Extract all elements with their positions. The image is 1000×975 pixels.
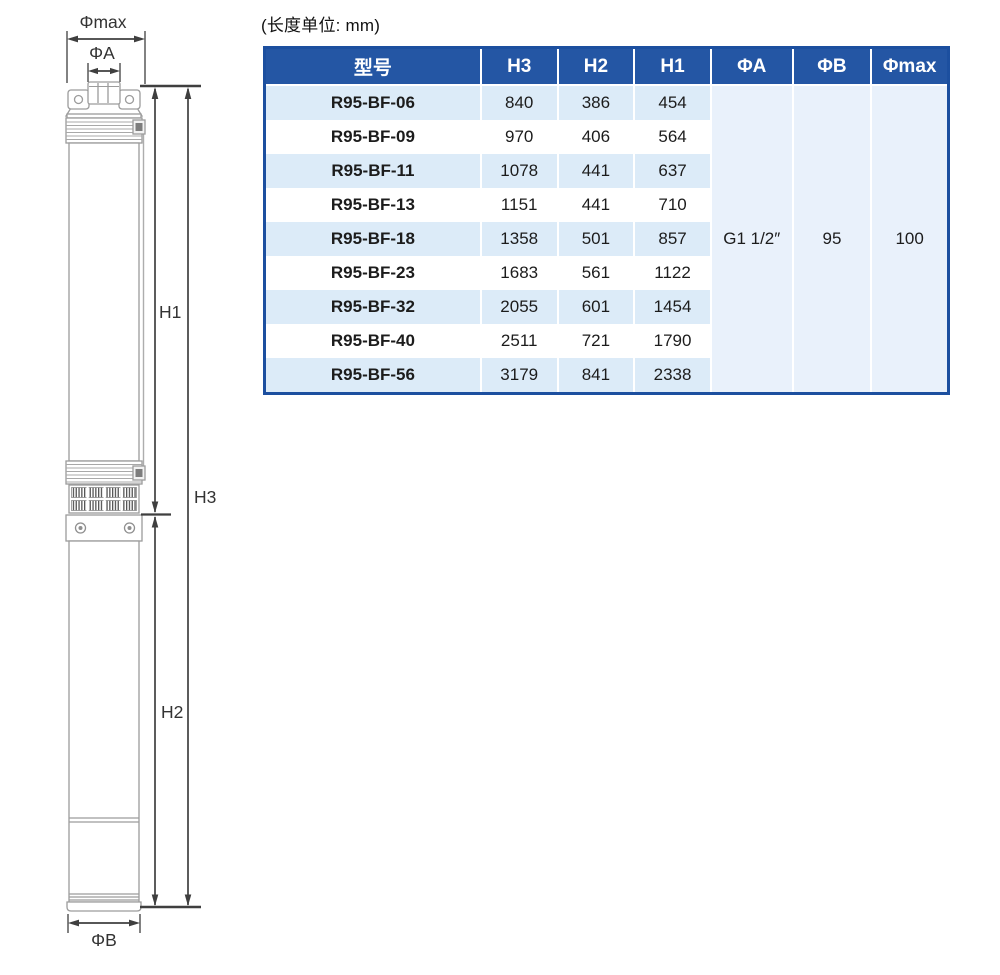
h3-cell: 2055 <box>479 290 557 324</box>
model-cell: R95-BF-32 <box>266 290 480 324</box>
outlet-port <box>87 81 121 105</box>
model-cell: R95-BF-23 <box>266 256 480 290</box>
phi-max-label: Φmax <box>79 12 126 32</box>
col-header-model: 型号 <box>266 49 480 86</box>
h3-cell: 1078 <box>479 154 557 188</box>
h3-cell: 970 <box>479 120 557 154</box>
h2-cell: 721 <box>556 324 634 358</box>
phi-b-label: ΦB <box>91 930 117 950</box>
h1-cell: 564 <box>633 120 710 154</box>
spec-table: 型号 H3 H2 H1 ΦA ΦB Φmax R95-BF-06 840 386… <box>263 46 950 395</box>
h3-cell: 1151 <box>479 188 557 222</box>
h1-cell: 454 <box>633 86 710 120</box>
phi-max-dimension <box>66 31 146 84</box>
h2-cell: 441 <box>556 154 634 188</box>
header-row: 型号 H3 H2 H1 ΦA ΦB Φmax <box>266 49 947 86</box>
table-row: R95-BF-09 970 406 564 <box>266 120 947 154</box>
h1-label: H1 <box>159 302 181 322</box>
h1-h2-dimension <box>151 87 159 906</box>
col-header-h3: H3 <box>479 49 557 86</box>
base-cap <box>66 901 142 912</box>
table-row: R95-BF-06 840 386 454 G1 1/2″ 95 100 <box>266 86 947 392</box>
h2-cell: 386 <box>556 86 634 120</box>
table-row: R95-BF-40 2511 721 1790 <box>266 324 947 358</box>
col-header-h2: H2 <box>556 49 634 86</box>
h1-cell: 1790 <box>633 324 710 358</box>
h1-cell: 2338 <box>633 358 710 392</box>
col-header-phi-max: Φmax <box>870 49 947 86</box>
spec-table-wrap: 型号 H3 H2 H1 ΦA ΦB Φmax R95-BF-06 840 386… <box>263 46 950 395</box>
table-row: R95-BF-23 1683 561 1122 <box>266 256 947 290</box>
pump-dimension-diagram: Φmax ΦA H1 H3 H2 ΦB <box>0 0 260 970</box>
col-header-phi-b: ΦB <box>791 49 871 86</box>
h3-label: H3 <box>194 487 216 507</box>
h3-dimension <box>184 87 192 906</box>
table-row: R95-BF-56 3179 841 2338 <box>266 358 947 392</box>
phi-a-dimension <box>87 63 121 82</box>
model-cell: R95-BF-13 <box>266 188 480 222</box>
pump-diagram-svg: Φmax ΦA H1 H3 H2 ΦB <box>64 12 216 950</box>
pump-drawing <box>64 81 146 912</box>
shared-phi-b-cell: 95 <box>791 86 871 392</box>
model-cell: R95-BF-11 <box>266 154 480 188</box>
phi-b-dimension <box>67 914 141 933</box>
h3-cell: 2511 <box>479 324 557 358</box>
model-cell: R95-BF-56 <box>266 358 480 392</box>
table-row: R95-BF-11 1078 441 637 <box>266 154 947 188</box>
phi-a-label: ΦA <box>89 43 115 63</box>
h1-cell: 857 <box>633 222 710 256</box>
h3-cell: 3179 <box>479 358 557 392</box>
shared-phi-a-cell: G1 1/2″ <box>709 86 792 392</box>
col-header-h1: H1 <box>633 49 710 86</box>
h2-cell: 841 <box>556 358 634 392</box>
h2-cell: 441 <box>556 188 634 222</box>
table-row: R95-BF-18 1358 501 857 <box>266 222 947 256</box>
model-cell: R95-BF-18 <box>266 222 480 256</box>
h1-cell: 1122 <box>633 256 710 290</box>
col-header-phi-a: ΦA <box>709 49 792 86</box>
shared-phi-max-cell: 100 <box>870 86 947 392</box>
h2-cell: 406 <box>556 120 634 154</box>
dimension-labels: Φmax ΦA H1 H3 H2 ΦB <box>79 12 216 950</box>
h1-cell: 1454 <box>633 290 710 324</box>
h2-cell: 601 <box>556 290 634 324</box>
model-cell: R95-BF-40 <box>266 324 480 358</box>
h3-cell: 840 <box>479 86 557 120</box>
pump-body <box>68 142 140 462</box>
h2-cell: 501 <box>556 222 634 256</box>
units-caption: (长度单位: mm) <box>261 16 381 35</box>
h2-cell: 561 <box>556 256 634 290</box>
dimension-lines <box>66 31 201 933</box>
h1-cell: 710 <box>633 188 710 222</box>
h1-cell: 637 <box>633 154 710 188</box>
ear-hole-right <box>124 94 135 105</box>
h3-cell: 1683 <box>479 256 557 290</box>
model-cell: R95-BF-06 <box>266 86 480 120</box>
model-cell: R95-BF-09 <box>266 120 480 154</box>
table-row: R95-BF-32 2055 601 1454 <box>266 290 947 324</box>
h2-label: H2 <box>161 702 183 722</box>
ear-hole-left <box>73 94 84 105</box>
table-row: R95-BF-13 1151 441 710 <box>266 188 947 222</box>
h3-cell: 1358 <box>479 222 557 256</box>
motor-body <box>68 540 140 903</box>
